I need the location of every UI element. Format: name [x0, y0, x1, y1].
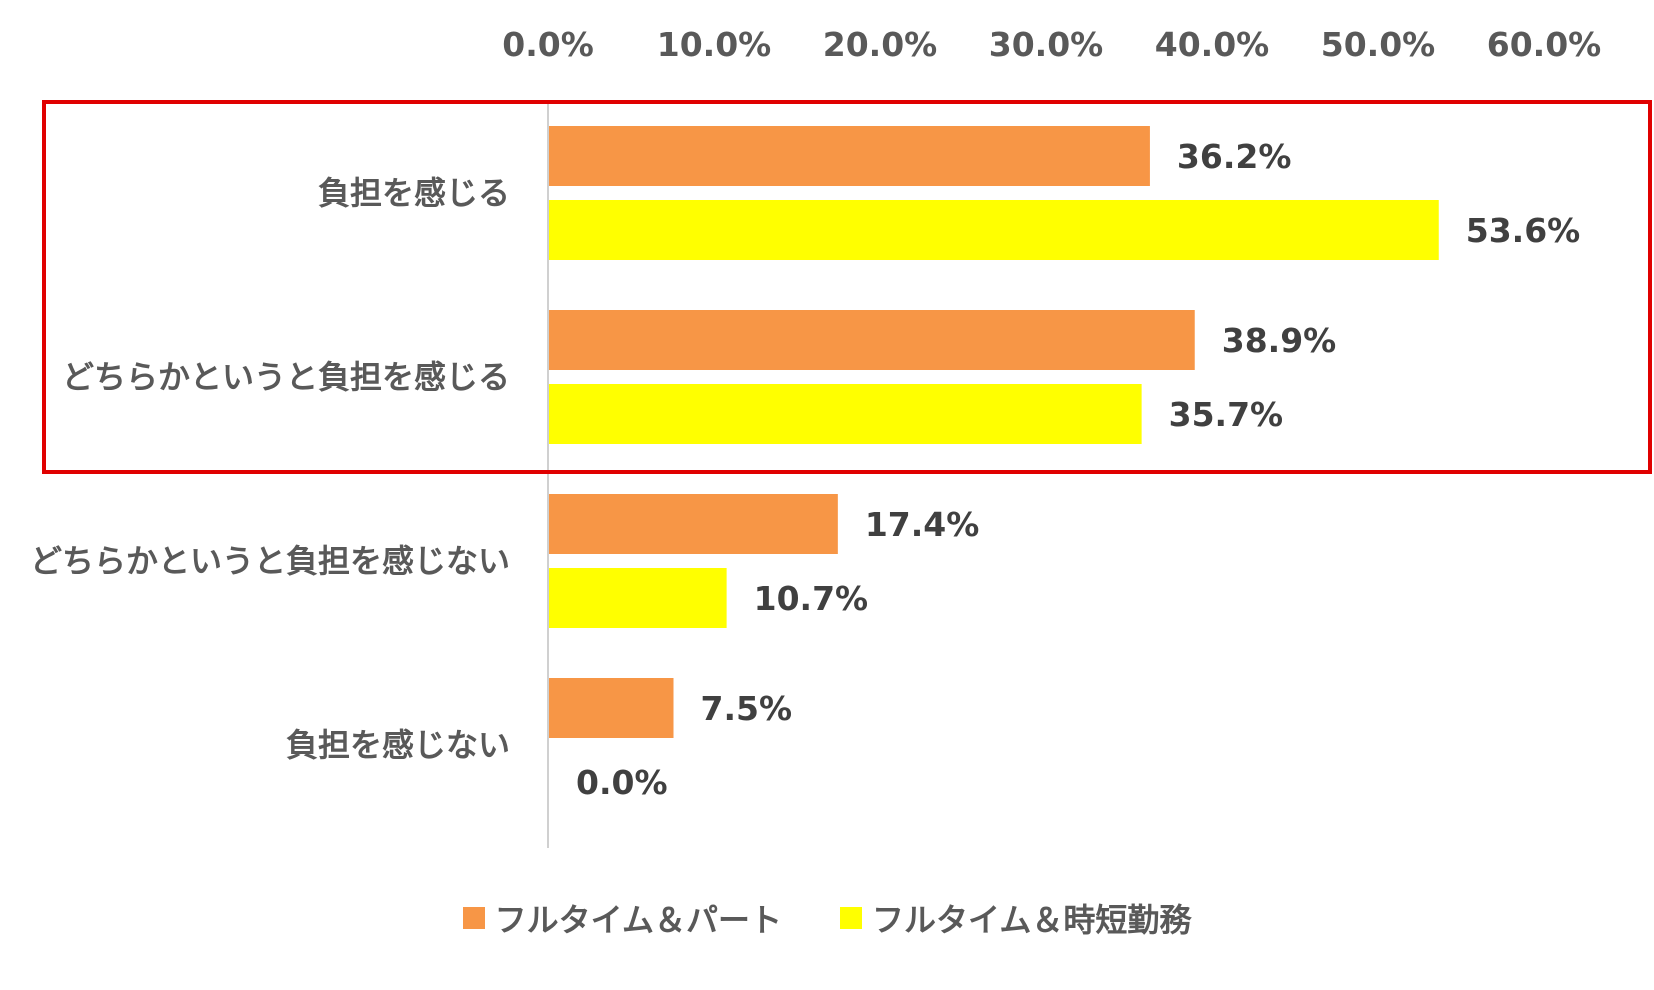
category-label: 負担を感じない	[286, 726, 510, 764]
data-label-series-1: 36.2%	[1177, 137, 1292, 176]
legend: フルタイム＆パート フルタイム＆時短勤務	[0, 895, 1654, 941]
legend-label-series-1: フルタイム＆パート	[494, 901, 782, 939]
bar-series-2	[549, 568, 727, 628]
x-tick-label: 30.0%	[989, 25, 1104, 64]
bars	[549, 126, 1439, 738]
legend-swatch-series-2	[840, 907, 862, 929]
legend-label-series-2: フルタイム＆時短勤務	[872, 901, 1192, 939]
data-label-series-2: 0.0%	[576, 763, 668, 802]
x-axis-ticks: 0.0% 10.0% 20.0% 30.0% 40.0% 50.0% 60.0%	[502, 25, 1601, 64]
data-label-series-1: 17.4%	[865, 505, 980, 544]
x-tick-label: 0.0%	[502, 25, 594, 64]
bar-series-1	[549, 494, 838, 554]
legend-item-series-1: フルタイム＆パート	[462, 895, 782, 941]
category-label: どちらかというと負担を感じる	[62, 358, 510, 396]
data-labels: 36.2% 38.9% 17.4% 7.5% 53.6% 35.7% 10.7% 0.0%	[576, 137, 1580, 802]
bar-series-2	[549, 200, 1439, 260]
category-label: 負担を感じる	[318, 174, 510, 212]
data-label-series-2: 53.6%	[1466, 211, 1581, 250]
data-label-series-1: 7.5%	[701, 689, 793, 728]
x-tick-label: 60.0%	[1487, 25, 1602, 64]
x-tick-label: 10.0%	[657, 25, 772, 64]
category-label: どちらかというと負担を感じない	[30, 542, 510, 580]
bar-series-1	[549, 126, 1150, 186]
x-tick-label: 50.0%	[1321, 25, 1436, 64]
x-tick-label: 20.0%	[823, 25, 938, 64]
bar-series-2	[549, 384, 1142, 444]
category-labels: 負担を感じるどちらかというと負担を感じるどちらかというと負担を感じない負担を感じ…	[30, 174, 510, 764]
data-label-series-2: 10.7%	[754, 579, 869, 618]
data-label-series-1: 38.9%	[1222, 321, 1337, 360]
bar-series-1	[549, 678, 674, 738]
x-tick-label: 40.0%	[1155, 25, 1270, 64]
data-label-series-2: 35.7%	[1169, 395, 1284, 434]
legend-swatch-series-1	[462, 907, 485, 929]
legend-item-series-2: フルタイム＆時短勤務	[840, 895, 1191, 941]
bar-series-1	[549, 310, 1195, 370]
highlight-box	[42, 100, 1652, 474]
